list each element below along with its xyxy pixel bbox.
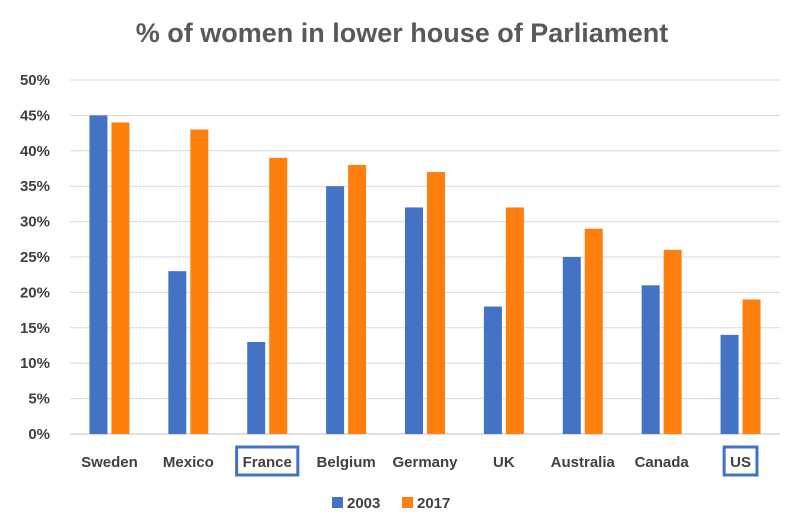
x-tick-label: Australia xyxy=(551,454,616,471)
legend: 2003 2017 xyxy=(332,495,450,512)
bar-2017-uk xyxy=(505,207,524,434)
x-tick-label: US xyxy=(730,454,751,471)
y-tick-label: 0% xyxy=(28,426,50,443)
chart-title: % of women in lower house of Parliament xyxy=(136,18,669,48)
bar-2017-belgium xyxy=(348,164,367,434)
x-tick-label: Germany xyxy=(392,454,458,471)
x-tick-label: Sweden xyxy=(81,454,138,471)
bar-2017-canada xyxy=(663,249,682,434)
y-tick-label: 15% xyxy=(20,320,50,337)
y-tick-label: 45% xyxy=(20,107,50,124)
bar-2003-germany xyxy=(405,207,423,434)
x-tick-label: Belgium xyxy=(317,454,376,471)
x-tick-label: Canada xyxy=(635,454,690,471)
bar-2017-australia xyxy=(584,228,603,434)
bar-2003-sweden xyxy=(89,115,108,435)
x-tick-label: UK xyxy=(493,454,515,471)
legend-label: 2017 xyxy=(417,495,450,512)
y-tick-label: 40% xyxy=(20,143,50,160)
y-tick-label: 10% xyxy=(20,355,50,372)
gridlines xyxy=(70,79,780,435)
x-axis-tick-labels: Sweden Mexico France Belgium Germany UK Austra… xyxy=(81,445,759,477)
y-axis-tick-labels: 0% 5% 10% 15% 20% 25% 30% 35% 40% 45% 50% xyxy=(20,72,50,443)
legend-label: 2003 xyxy=(347,495,380,512)
bar-2003-canada xyxy=(641,285,660,434)
y-tick-label: 50% xyxy=(20,72,50,89)
bars xyxy=(89,115,761,435)
bar-2003-australia xyxy=(562,257,581,434)
bar-2017-us xyxy=(742,299,761,434)
bar-2003-uk xyxy=(483,306,502,434)
y-tick-label: 20% xyxy=(20,284,50,301)
x-tick-label: Mexico xyxy=(163,454,214,471)
y-tick-label: 25% xyxy=(20,249,50,266)
bar-2017-france xyxy=(269,157,288,434)
y-tick-label: 5% xyxy=(28,391,50,408)
highlight-box xyxy=(235,445,300,477)
x-tick-label: France xyxy=(243,454,292,471)
y-tick-label: 30% xyxy=(20,214,50,231)
legend-swatch xyxy=(402,497,413,508)
legend-swatch xyxy=(332,497,343,508)
highlight-box xyxy=(722,445,759,477)
bar-2003-mexico xyxy=(168,271,187,434)
bar-2003-belgium xyxy=(326,186,345,434)
y-tick-label: 35% xyxy=(20,178,50,195)
bar-2017-germany xyxy=(427,172,445,435)
bar-2003-france xyxy=(247,341,266,434)
bar-2017-mexico xyxy=(190,129,209,434)
bar-2003-us xyxy=(720,334,739,434)
bar-2017-sweden xyxy=(111,122,130,434)
